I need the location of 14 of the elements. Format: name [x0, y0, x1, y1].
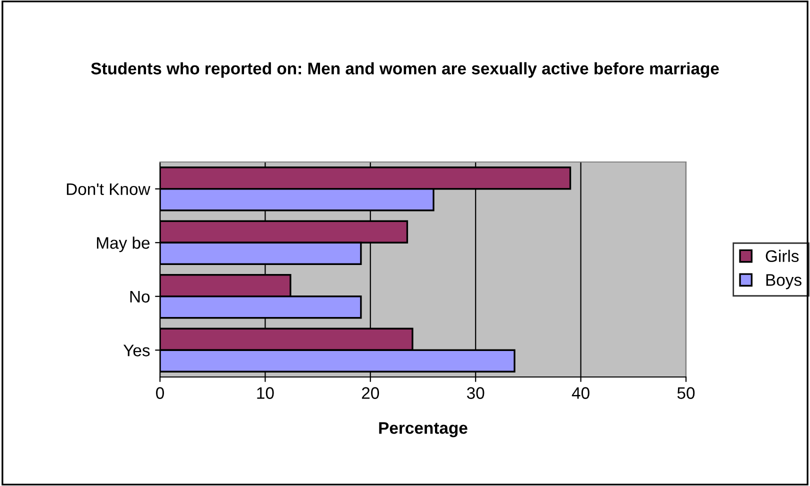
x-tick-label: 0 — [156, 387, 164, 399]
y-tick-label: Yes — [123, 344, 150, 356]
x-tick-label: 20 — [362, 387, 380, 399]
y-tick-label: May be — [96, 236, 150, 252]
legend-label: Girls — [766, 250, 799, 262]
chart-title: Students who reported on: Men and women are sexually active before marriage — [91, 62, 719, 78]
y-tick-label: Don't Know — [66, 183, 150, 196]
x-tick-label: 10 — [257, 387, 274, 399]
x-tick-label: 50 — [677, 387, 695, 399]
x-axis-title: Percentage — [379, 422, 468, 438]
x-tick-label: 40 — [572, 387, 590, 399]
x-tick-label: 30 — [466, 387, 484, 399]
y-tick-label: No — [130, 290, 150, 303]
legend-label: Boys — [766, 274, 802, 290]
